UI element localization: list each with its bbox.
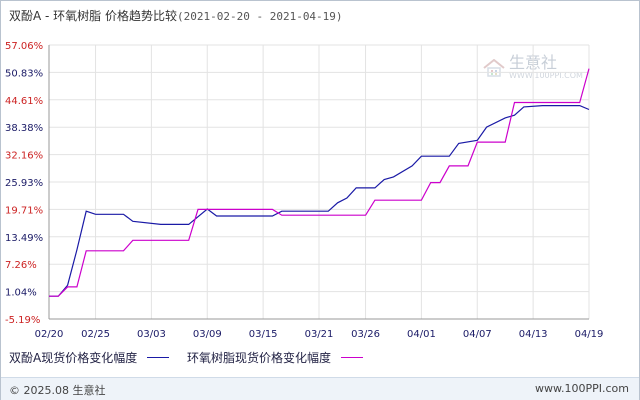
title-main: 双酚A - 环氧树脂 价格趋势比较 [9, 9, 177, 23]
x-tick-label: 02/25 [81, 329, 110, 340]
legend-label-epoxy: 环氧树脂现货价格变化幅度 [187, 351, 332, 365]
y-tick-label: 19.71% [5, 205, 43, 216]
watermark-url: WWW.100PPI.COM [509, 71, 583, 80]
x-tick-label: 04/19 [575, 329, 604, 340]
x-tick-label: 04/07 [463, 329, 492, 340]
x-tick-label: 02/20 [35, 329, 64, 340]
y-tick-label: 25.93% [5, 178, 43, 189]
legend-item-bpa: 双酚A现货价格变化幅度 [9, 349, 170, 366]
y-tick-label: 44.61% [5, 96, 43, 107]
x-tick-label: 03/09 [193, 329, 222, 340]
footer-copyright: © 2025.08 生意社 [9, 384, 106, 397]
y-tick-label: 38.38% [5, 123, 43, 134]
x-tick-label: 04/01 [407, 329, 436, 340]
y-tick-label: 50.83% [5, 68, 43, 79]
y-tick-label: -5.19% [5, 315, 40, 326]
y-tick-label: 1.04% [5, 288, 37, 299]
title-date-range: (2021-02-20 - 2021-04-19) [176, 10, 343, 23]
legend-swatch-bpa [147, 357, 170, 358]
x-tick-label: 03/15 [249, 329, 278, 340]
x-tick-label: 03/21 [305, 329, 334, 340]
footer-site-link[interactable]: www.100PPI.com [535, 382, 629, 395]
x-tick-label: 04/13 [519, 329, 548, 340]
y-tick-label: 32.16% [5, 151, 43, 162]
footer-bar: © 2025.08 生意社 www.100PPI.com [1, 377, 639, 400]
series-line-epoxy [49, 68, 590, 297]
line-chart: 57.06% 50.83% 44.61% 38.38% 32.16% 25.93% 19.7… [5, 41, 604, 340]
x-tick-label: 03/03 [137, 329, 166, 340]
y-tick-label: 7.26% [5, 260, 37, 271]
house-logo-icon [483, 58, 505, 77]
chart-legend: 双酚A现货价格变化幅度 环氧树脂现货价格变化幅度 [9, 349, 377, 366]
y-tick-label: 57.06% [5, 41, 43, 52]
legend-label-bpa: 双酚A现货价格变化幅度 [9, 351, 138, 365]
series-line-bpa [49, 104, 590, 297]
x-tick-label: 03/26 [351, 329, 380, 340]
chart-title: 双酚A - 环氧树脂 价格趋势比较(2021-02-20 - 2021-04-1… [9, 7, 343, 24]
y-tick-label: 13.49% [5, 233, 43, 244]
legend-item-epoxy: 环氧树脂现货价格变化幅度 [187, 349, 364, 366]
legend-swatch-epoxy [341, 357, 364, 358]
